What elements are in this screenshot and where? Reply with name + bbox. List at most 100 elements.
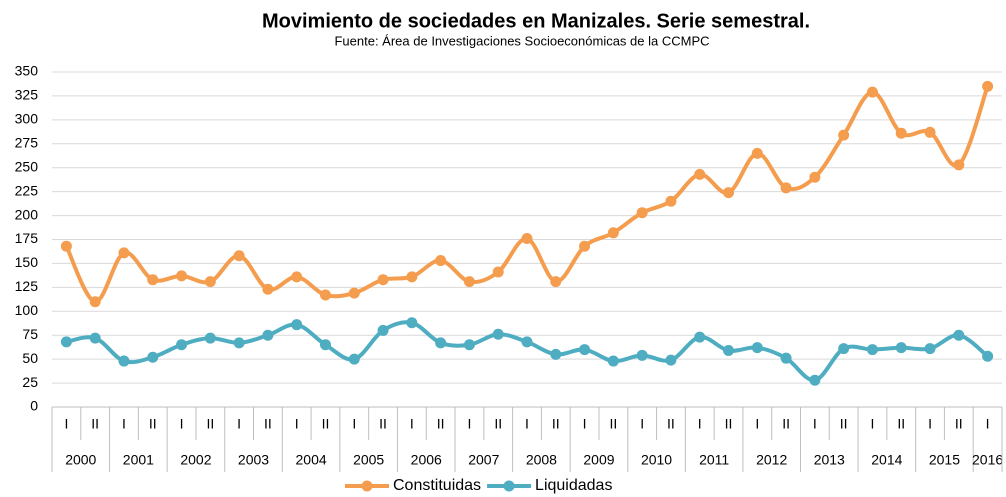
data-point (579, 240, 591, 252)
data-point (521, 336, 533, 348)
y-tick-label: 350 (15, 63, 39, 79)
data-point (838, 343, 850, 355)
x-tick-label: I (813, 416, 817, 432)
series-line (64, 85, 990, 304)
x-group-label: 2005 (353, 452, 384, 468)
legend-marker (361, 480, 373, 492)
x-group-label: 2015 (929, 452, 960, 468)
y-tick-label: 125 (15, 278, 39, 294)
data-point (463, 276, 475, 288)
data-point (636, 349, 648, 361)
data-point (233, 337, 245, 349)
data-point (435, 255, 447, 267)
x-tick-label: II (897, 416, 905, 432)
data-point (550, 348, 562, 360)
data-point (982, 350, 994, 362)
x-tick-label: I (352, 416, 356, 432)
y-tick-label: 75 (22, 326, 38, 342)
x-group-label: 2001 (123, 452, 154, 468)
x-tick-label: I (237, 416, 241, 432)
data-point (924, 126, 936, 138)
y-tick-label: 25 (22, 374, 38, 390)
x-tick-label: I (755, 416, 759, 432)
x-group-label: 2013 (814, 452, 845, 468)
x-tick-label: I (410, 416, 414, 432)
data-point (377, 274, 389, 286)
x-tick-label: II (322, 416, 330, 432)
y-tick-label: 100 (15, 302, 39, 318)
y-tick-label: 200 (15, 206, 39, 222)
data-point (780, 352, 792, 364)
data-point (607, 355, 619, 367)
x-tick-label: I (928, 416, 932, 432)
x-tick-label: II (667, 416, 675, 432)
x-tick-label: I (180, 416, 184, 432)
data-point (204, 332, 216, 344)
x-tick-label: II (206, 416, 214, 432)
data-point (406, 317, 418, 329)
y-tick-label: 325 (15, 87, 39, 103)
x-tick-label: II (437, 416, 445, 432)
x-tick-label: I (64, 416, 68, 432)
x-tick-label: I (583, 416, 587, 432)
data-point (953, 329, 965, 341)
x-tick-label: I (986, 416, 990, 432)
x-tick-label: II (552, 416, 560, 432)
data-point (550, 276, 562, 288)
x-tick-label: II (91, 416, 99, 432)
x-tick-label: II (379, 416, 387, 432)
chart-title: Movimiento de sociedades en Manizales. S… (262, 10, 810, 32)
data-point (838, 129, 850, 141)
x-group-label: 2003 (238, 452, 269, 468)
x-group-label: 2010 (641, 452, 672, 468)
data-point (751, 342, 763, 354)
x-tick-label: II (494, 416, 502, 432)
x-group-label: 2016 (972, 452, 1003, 468)
data-point (262, 283, 274, 295)
data-point (751, 147, 763, 159)
x-tick-label: II (840, 416, 848, 432)
data-point (463, 339, 475, 351)
data-point (204, 276, 216, 288)
data-point (866, 344, 878, 356)
data-point (982, 80, 994, 92)
x-group-label: 2008 (526, 452, 557, 468)
x-tick-label: I (525, 416, 529, 432)
x-tick-label: II (782, 416, 790, 432)
x-tick-label: I (122, 416, 126, 432)
legend-label: Constituidas (393, 477, 481, 494)
data-point (89, 296, 101, 308)
data-point (233, 250, 245, 262)
data-point (521, 233, 533, 245)
data-point (60, 240, 72, 252)
data-point (895, 342, 907, 354)
x-group-label: 2006 (411, 452, 442, 468)
data-point (809, 171, 821, 183)
data-point (377, 324, 389, 336)
data-point (319, 289, 331, 301)
data-point (780, 182, 792, 194)
y-tick-label: 300 (15, 111, 39, 127)
x-group-label: 2009 (583, 452, 614, 468)
x-tick-label: II (609, 416, 617, 432)
data-point (176, 270, 188, 282)
data-point (176, 339, 188, 351)
x-tick-label: I (640, 416, 644, 432)
x-group-label: 2012 (756, 452, 787, 468)
data-point (319, 339, 331, 351)
x-tick-label: II (955, 416, 963, 432)
y-tick-label: 50 (22, 350, 38, 366)
y-tick-label: 250 (15, 158, 39, 174)
data-point (895, 127, 907, 139)
x-tick-label: II (725, 416, 733, 432)
data-point (435, 337, 447, 349)
x-tick-label: I (295, 416, 299, 432)
data-point (924, 343, 936, 355)
data-point (694, 168, 706, 180)
x-tick-label: I (467, 416, 471, 432)
data-point (694, 331, 706, 343)
x-group-label: 2002 (180, 452, 211, 468)
data-point (665, 354, 677, 366)
data-point (89, 332, 101, 344)
